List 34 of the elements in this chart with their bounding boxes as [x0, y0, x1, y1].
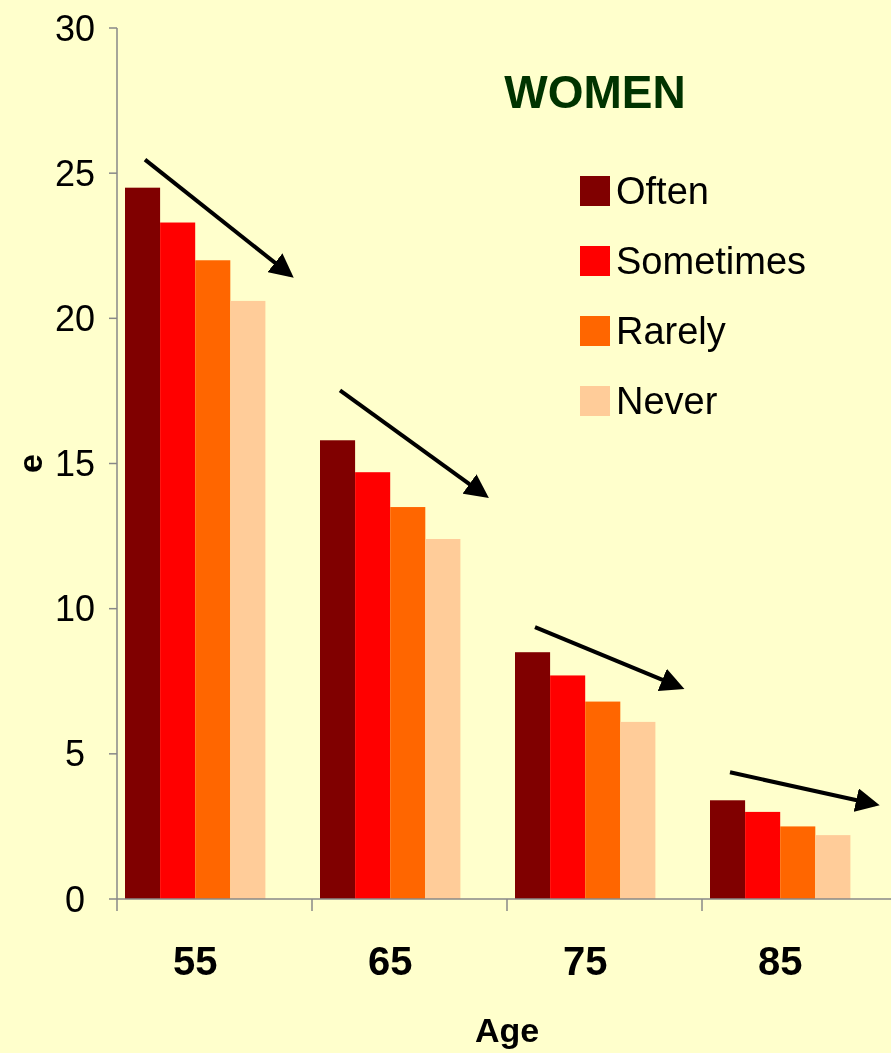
bar	[550, 675, 586, 899]
y-tick-label: 20	[54, 297, 96, 339]
y-tick-label: 10	[54, 588, 96, 630]
bar	[515, 652, 551, 899]
bar	[230, 300, 266, 899]
legend-label: Often	[616, 170, 709, 213]
bar	[390, 507, 426, 899]
x-tick-label: 65	[367, 939, 413, 983]
bar	[620, 721, 656, 899]
x-tick-label: 55	[172, 939, 218, 983]
bar	[815, 835, 851, 899]
y-axis-title: e	[11, 454, 49, 473]
bar	[125, 187, 161, 899]
bar	[585, 701, 621, 899]
y-tick-label: 25	[54, 152, 96, 194]
bar	[160, 222, 196, 899]
bar	[195, 260, 231, 899]
x-tick-label: 75	[562, 939, 608, 983]
bar	[425, 538, 461, 899]
bar	[745, 811, 781, 899]
x-tick-label: 85	[757, 939, 803, 983]
legend-label: Never	[616, 380, 718, 423]
y-tick-label: 5	[64, 733, 86, 775]
y-tick-label: 30	[54, 7, 96, 49]
x-axis-title: Age	[474, 1011, 540, 1049]
y-tick-label: 15	[54, 443, 96, 485]
y-tick-label: 0	[64, 878, 86, 920]
bar	[320, 440, 356, 899]
bar	[780, 826, 816, 899]
bar	[355, 472, 391, 899]
text: WOMEN	[504, 66, 686, 118]
bar	[710, 800, 746, 899]
legend-label: Sometimes	[616, 240, 807, 283]
legend-label: Rarely	[616, 310, 726, 353]
